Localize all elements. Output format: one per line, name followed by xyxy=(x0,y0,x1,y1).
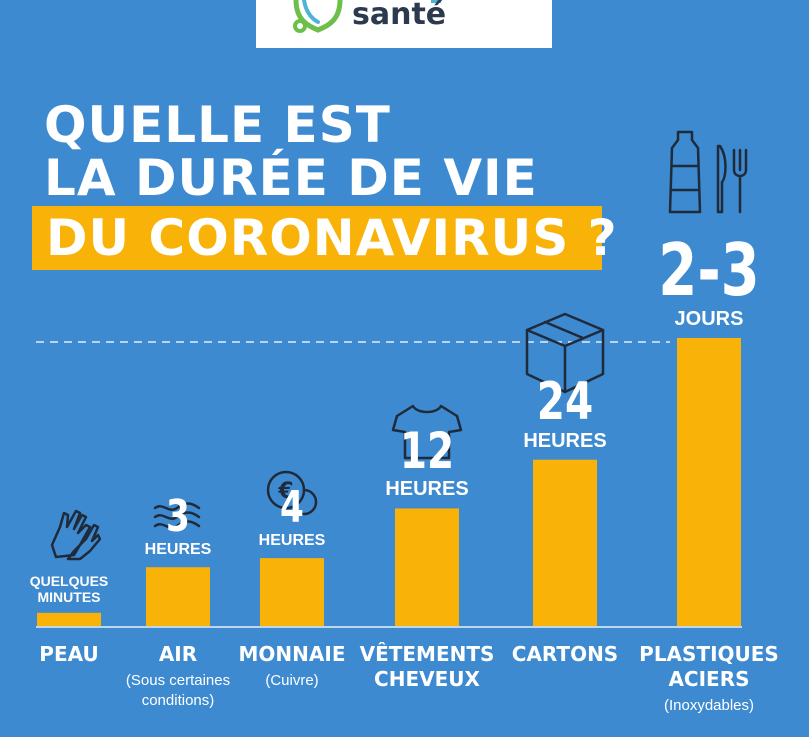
stethoscope-heart-icon xyxy=(293,0,343,33)
value-unit-4-0: HEURES xyxy=(523,429,607,452)
bar-1 xyxy=(146,567,210,626)
bottle-cutlery-icon xyxy=(668,130,748,214)
bar-3 xyxy=(395,508,459,626)
value-unit-0-0: QUELQUES xyxy=(29,572,109,589)
box-icon xyxy=(525,312,605,394)
coins-icon: € xyxy=(266,470,318,516)
value-number-2: 4 xyxy=(280,482,304,534)
value-unit-3-0: HEURES xyxy=(385,478,469,501)
svg-text:€: € xyxy=(277,479,293,504)
value-number-4: 24 xyxy=(536,371,594,432)
category-sublabel-1-0: (Sous certaines xyxy=(125,672,231,689)
value-unit-2-0: HEURES xyxy=(258,532,326,550)
category-label-4-0: CARTONS xyxy=(511,642,619,666)
hands-icon xyxy=(50,509,102,561)
category-label-1-0: AIR xyxy=(158,642,198,666)
value-unit-0-1: MINUTES xyxy=(37,588,101,605)
value-unit-5-0: JOURS xyxy=(674,308,744,330)
bar-0 xyxy=(37,612,101,626)
title-line-2: LA DURÉE DE VIE xyxy=(44,149,538,207)
bar-2 xyxy=(260,558,324,626)
category-label-3-1: CHEVEUX xyxy=(374,667,480,691)
title-line-1: QUELLE EST xyxy=(44,96,391,154)
value-number-3: 12 xyxy=(399,422,455,481)
logo-dash xyxy=(431,0,441,3)
title-highlight-band xyxy=(32,206,602,270)
value-number-5: 2-3 xyxy=(658,228,760,312)
category-label-0-0: PEAU xyxy=(39,642,99,666)
category-label-2-0: MONNAIE xyxy=(238,642,346,666)
air-waves-icon xyxy=(153,502,201,529)
value-unit-1-0: HEURES xyxy=(144,541,212,559)
category-sublabel-5-0: (Inoxydables) xyxy=(663,697,755,714)
bar-4 xyxy=(533,459,597,626)
bar-5 xyxy=(677,338,741,626)
title-line-3: DU CORONAVIRUS ? xyxy=(46,209,618,267)
category-label-3-0: VÊTEMENTS xyxy=(359,642,495,666)
value-number-1: 3 xyxy=(166,491,190,543)
category-label-5-1: ACIERS xyxy=(668,667,750,691)
logo-box: santé xyxy=(256,0,552,48)
tshirt-icon xyxy=(391,404,463,460)
category-sublabel-2-0: (Cuivre) xyxy=(265,672,319,689)
category-label-5-0: PLASTIQUES xyxy=(639,642,779,666)
logo-text: santé xyxy=(352,0,447,32)
category-sublabel-1-1: conditions) xyxy=(141,692,215,709)
